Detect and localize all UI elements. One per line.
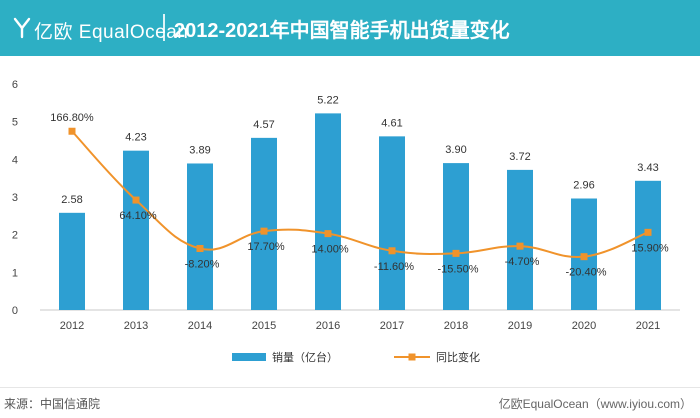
bar-value-label: 4.61 [381,117,402,129]
x-tick-label: 2019 [508,320,532,332]
yoy-value-label: 166.80% [50,112,94,124]
yoy-value-label: -15.50% [438,263,479,275]
legend-line-marker [408,353,416,361]
source-note: 来源：中国信通院 [4,397,101,411]
bar-value-label: 5.22 [317,94,338,106]
legend-bar-label: 销量（亿台） [272,350,338,364]
x-tick-label: 2018 [444,320,468,332]
yoy-point-marker[interactable] [324,230,332,238]
x-tick-label: 2017 [380,320,404,332]
yoy-point-marker[interactable] [68,127,76,135]
chart-title: 2012-2021年中国智能手机出货量变化 [174,20,510,42]
x-tick-label: 2021 [636,320,660,332]
bar-value-label: 3.72 [509,151,530,163]
sales-bar[interactable] [443,163,469,310]
y-tick-label: 4 [12,154,18,166]
yoy-point-marker[interactable] [644,228,652,236]
yoy-point-marker[interactable] [452,249,460,257]
sales-bar[interactable] [635,180,661,310]
yoy-value-label: 14.00% [311,244,349,256]
yoy-point-marker[interactable] [388,247,396,255]
yoy-value-label: -8.20% [185,258,220,270]
yoy-point-marker[interactable] [260,227,268,235]
footer-divider [0,387,700,388]
yoy-point-marker[interactable] [516,242,524,250]
y-tick-label: 5 [12,117,18,129]
yoy-point-marker[interactable] [132,196,140,204]
sales-bar[interactable] [251,137,277,310]
legend-line-label: 同比变化 [436,350,480,364]
y-tick-label: 1 [12,267,18,279]
sales-bar[interactable] [507,169,533,310]
x-tick-label: 2013 [124,320,148,332]
sales-bar[interactable] [187,163,213,310]
yoy-point-marker[interactable] [580,253,588,261]
sales-bar[interactable] [315,113,341,310]
bar-value-label: 3.89 [189,144,210,156]
bar-value-label: 4.23 [125,132,146,144]
sales-bar[interactable] [379,136,405,310]
equalocean-logo-icon [13,17,31,39]
y-tick-label: 3 [12,192,18,204]
bar-value-label: 3.43 [637,162,658,174]
y-tick-label: 0 [12,305,18,317]
yoy-value-label: 64.10% [119,210,157,222]
x-tick-label: 2012 [60,320,84,332]
x-tick-label: 2020 [572,320,596,332]
yoy-value-label: 17.70% [247,241,285,253]
legend-bar-swatch [232,353,266,361]
sales-bar[interactable] [59,212,85,310]
x-tick-label: 2015 [252,320,276,332]
bar-value-label: 2.96 [573,180,594,192]
footer-brand: 亿欧EqualOcean（www.iyiou.com） [498,397,692,411]
x-tick-label: 2014 [188,320,212,332]
header-divider [163,14,165,41]
yoy-point-marker[interactable] [196,244,204,252]
yoy-change-line [71,130,649,259]
y-tick-label: 2 [12,230,18,242]
bar-value-label: 4.57 [253,119,274,131]
yoy-value-label: -20.40% [566,267,607,279]
header-bar: 亿欧 EqualOcean 2012-2021年中国智能手机出货量变化 [0,0,700,56]
yoy-value-label: -4.70% [505,256,540,268]
x-tick-label: 2016 [316,320,340,332]
yoy-value-label: 15.90% [631,242,669,254]
y-tick-label: 6 [12,79,18,91]
brand-logo-text: 亿欧 EqualOcean [34,22,189,43]
bar-value-label: 2.58 [61,194,82,206]
yoy-value-label: -11.60% [374,261,414,273]
sales-bar[interactable] [123,150,149,310]
bar-value-label: 3.90 [445,144,466,156]
chart-area: 0 1 2 3 4 5 6 2012 2013 2014 2015 2016 2017 2018 2019 2… [12,79,680,364]
